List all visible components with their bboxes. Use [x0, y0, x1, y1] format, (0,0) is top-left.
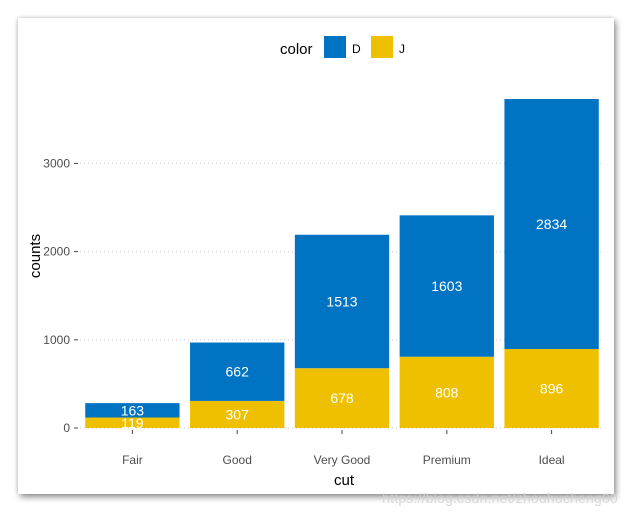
bars	[85, 99, 599, 428]
data-label-J: 119	[121, 415, 144, 431]
bar-D	[190, 342, 285, 401]
legend-swatch-D	[324, 36, 346, 58]
bar-J	[190, 400, 285, 428]
data-label-D: 1603	[431, 278, 462, 294]
data-label-D: 2834	[536, 216, 567, 232]
y-tick-label: 3000	[43, 156, 70, 170]
chart-frame: 0 1000 2000 3000 119 163 307 662 678 1513 808 1603…	[18, 18, 614, 494]
legend-swatch-J	[371, 36, 393, 58]
data-label-J: 896	[540, 380, 564, 396]
data-label-J: 307	[226, 406, 250, 422]
data-label-D: 662	[226, 364, 250, 380]
y-axis-title: counts	[27, 234, 44, 278]
x-tick-label: Good	[223, 453, 252, 467]
y-axis: 0 1000 2000 3000	[43, 156, 78, 435]
legend-label-J: J	[399, 42, 405, 56]
y-tick-label: 0	[63, 421, 70, 435]
y-tick-label: 1000	[43, 333, 70, 347]
y-tick-label: 2000	[43, 245, 70, 259]
bar-D	[504, 99, 599, 349]
watermark-text: https://blog.csdn.net/zhouhucheng00	[382, 490, 618, 506]
bar-D	[294, 234, 390, 369]
bar-D	[85, 403, 180, 418]
data-label-J: 678	[330, 390, 354, 406]
x-axis: Fair Good Very Good Premium Ideal	[122, 430, 565, 467]
x-axis-title: cut	[334, 472, 355, 489]
x-tick-label: Very Good	[314, 453, 371, 467]
x-tick-label: Premium	[423, 453, 471, 467]
bar-J	[399, 356, 494, 428]
x-tick-label: Ideal	[539, 453, 565, 467]
legend-label-D: D	[352, 42, 361, 56]
bar-D	[399, 215, 494, 357]
legend-title: color	[280, 41, 313, 58]
bar-J	[294, 368, 390, 428]
data-label-D: 1513	[326, 293, 357, 309]
bar-J	[504, 348, 599, 428]
data-label-J: 808	[435, 384, 459, 400]
data-label-D: 163	[121, 402, 145, 418]
x-tick-label: Fair	[122, 453, 143, 467]
bar-J	[85, 417, 180, 428]
legend: color D J	[280, 36, 405, 58]
